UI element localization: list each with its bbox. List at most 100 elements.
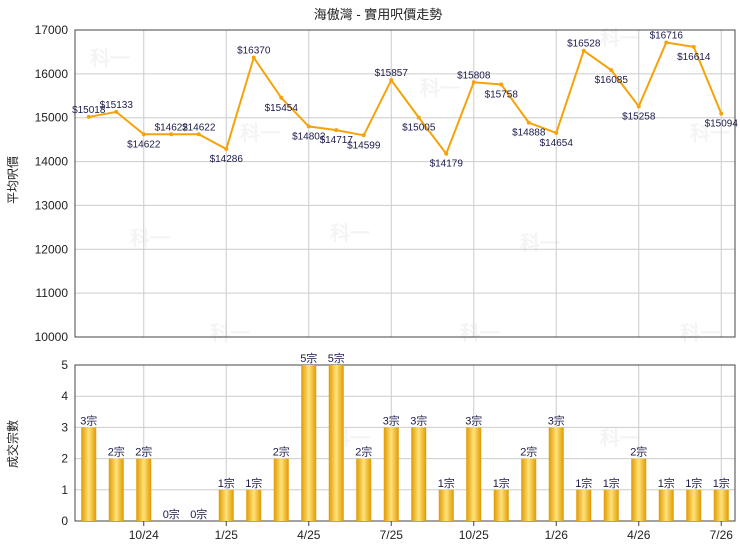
price-series-line (88, 41, 723, 156)
price-point (141, 132, 146, 137)
count-xtick-label: 1/25 (215, 528, 239, 542)
price-data-label: $14802 (292, 131, 326, 142)
chart-title: 海傲灣 - 實用呎價走勢 (314, 7, 443, 22)
price-point (636, 104, 641, 109)
count-data-label: 1宗 (575, 476, 592, 490)
count-xtick-label: 4/26 (627, 528, 651, 542)
count-bar (548, 427, 564, 521)
count-bar (273, 458, 289, 521)
count-xtick-label: 4/25 (297, 528, 321, 542)
count-xtick-label: 1/26 (545, 528, 569, 542)
price-point (444, 151, 449, 156)
price-data-label: $14654 (540, 138, 574, 149)
count-ytick-label: 2 (61, 452, 68, 466)
price-data-label: $15808 (457, 70, 491, 81)
price-data-label: $14888 (512, 128, 546, 139)
count-data-label: 0宗 (190, 507, 207, 521)
price-data-label: $14622 (155, 122, 189, 133)
watermark-text: 科一 (460, 321, 500, 345)
count-bar (108, 458, 124, 521)
count-data-label: 3宗 (465, 413, 482, 427)
count-bar (658, 489, 674, 521)
price-data-label: $16614 (677, 52, 711, 63)
price-data-label: $15857 (375, 68, 409, 79)
count-bar (328, 365, 344, 521)
price-point (279, 95, 284, 100)
count-data-label: 1宗 (658, 476, 675, 490)
watermark-text: 科一 (520, 231, 560, 255)
price-point (691, 44, 696, 49)
count-data-label: 5宗 (328, 351, 345, 365)
price-point (361, 133, 366, 138)
price-ytick-label: 10000 (35, 330, 69, 344)
price-ytick-label: 17000 (35, 23, 69, 37)
price-data-label: $14717 (320, 135, 354, 146)
count-data-label: 0宗 (163, 507, 180, 521)
price-data-label: $14179 (430, 159, 464, 170)
price-point (224, 147, 229, 152)
price-point (334, 128, 339, 133)
price-data-label: $16716 (650, 30, 684, 41)
price-ytick-label: 12000 (35, 242, 69, 256)
count-data-label: 1宗 (245, 476, 262, 490)
count-bar (246, 489, 262, 521)
price-plot-frame (74, 29, 736, 338)
price-ytick-label: 11000 (36, 286, 69, 300)
price-data-label: $15018 (72, 105, 106, 116)
count-xtick-label: 10/25 (459, 528, 489, 542)
price-point (416, 115, 421, 120)
watermark-text: 科一 (330, 221, 370, 245)
count-data-label: 3宗 (548, 413, 565, 427)
count-data-label: 2宗 (135, 445, 152, 459)
transaction-count-panel: 0 1 2 3 4 5 10/24 1/25 4/25 7/25 10/25 1/26 4/26 7/26… (61, 351, 736, 542)
count-data-label: 1宗 (493, 476, 510, 490)
watermark-text: 科一 (420, 76, 460, 100)
watermark-text: 科一 (680, 321, 720, 345)
price-point (609, 68, 614, 73)
count-bar (521, 458, 537, 521)
price-data-label: $16528 (567, 39, 601, 50)
count-data-label: 2宗 (520, 445, 537, 459)
count-bar (81, 427, 97, 521)
count-bar (356, 458, 372, 521)
price-data-label: $15005 (402, 122, 436, 133)
watermark-text: 科一 (600, 426, 640, 450)
price-data-label: $15258 (622, 111, 656, 122)
count-xtick-label: 10/24 (129, 528, 159, 542)
price-point (86, 114, 91, 119)
price-data-label: $15133 (100, 100, 134, 111)
count-bar (493, 489, 509, 521)
price-data-label: $14622 (182, 122, 216, 133)
count-data-label: 3宗 (80, 413, 97, 427)
count-bar (466, 427, 482, 521)
price-point (389, 78, 394, 83)
count-data-label: 2宗 (630, 445, 647, 459)
count-ytick-label: 4 (61, 389, 68, 403)
price-point (581, 48, 586, 53)
price-data-label: $16085 (595, 75, 629, 86)
watermark-text: 科一 (690, 121, 730, 145)
price-point (499, 82, 504, 87)
count-ytick-label: 5 (61, 358, 68, 372)
price-ytick-label: 16000 (35, 67, 69, 81)
count-xtick-label: 7/26 (710, 528, 734, 542)
count-bar (631, 458, 647, 521)
count-data-label: 2宗 (273, 445, 290, 459)
count-data-label: 5宗 (300, 351, 317, 365)
price-data-label: $15094 (705, 119, 739, 130)
count-bar (411, 427, 427, 521)
price-point (471, 80, 476, 85)
count-data-label: 2宗 (108, 445, 125, 459)
price-point (169, 132, 174, 137)
count-data-label: 1宗 (438, 476, 455, 490)
watermark-text: 科一 (210, 321, 250, 345)
watermark-text: 科一 (240, 121, 280, 145)
watermark-text: 科一 (90, 46, 130, 70)
line-ylabel: 平均呎價 (6, 156, 20, 204)
price-point (114, 109, 119, 114)
count-data-label: 1宗 (218, 476, 235, 490)
price-point (196, 132, 201, 137)
count-data-label: 3宗 (383, 413, 400, 427)
